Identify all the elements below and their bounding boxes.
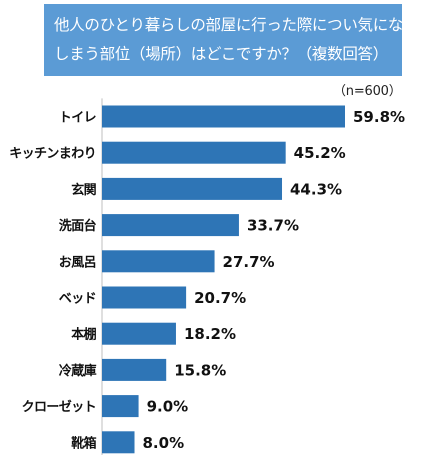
value-label: 18.2% [184,325,236,343]
value-label: 45.2% [294,144,346,162]
value-label: 33.7% [247,217,299,235]
category-label: クローゼット [22,399,96,415]
category-label: トイレ [59,111,97,126]
bar [102,431,135,454]
category-label: 冷蔵庫 [59,363,97,379]
bar [102,214,239,237]
bar [102,286,187,309]
bar [102,358,167,381]
chart-title-line-2: しまう部位（場所）はどこですか？（複数回答） [54,45,388,63]
category-label: お風呂 [59,255,96,270]
category-label: 靴箱 [71,435,96,451]
bar [102,395,139,418]
bar [102,105,345,128]
value-label: 15.8% [174,361,226,379]
category-label: ベッド [59,292,96,307]
bar [102,177,283,200]
value-label: 8.0% [143,434,185,452]
category-label: 本棚 [71,327,96,343]
value-label: 9.0% [147,398,189,416]
category-label: キッチンまわり [9,147,96,162]
bar [102,141,286,164]
value-label: 44.3% [290,180,342,198]
sample-size-note: （n=600） [333,84,402,99]
bar [102,250,215,273]
category-label: 玄関 [71,182,96,198]
bar [102,322,176,345]
value-label: 59.8% [353,108,405,126]
chart-title-line-1: 他人のひとり暮らしの部屋に行った際につい気になって [54,16,433,34]
chart-title: 他人のひとり暮らしの部屋に行った際につい気になって しまう部位（場所）はどこです… [44,4,433,76]
category-label: 洗面台 [59,218,97,234]
value-label: 20.7% [194,289,246,307]
value-label: 27.7% [223,253,275,271]
